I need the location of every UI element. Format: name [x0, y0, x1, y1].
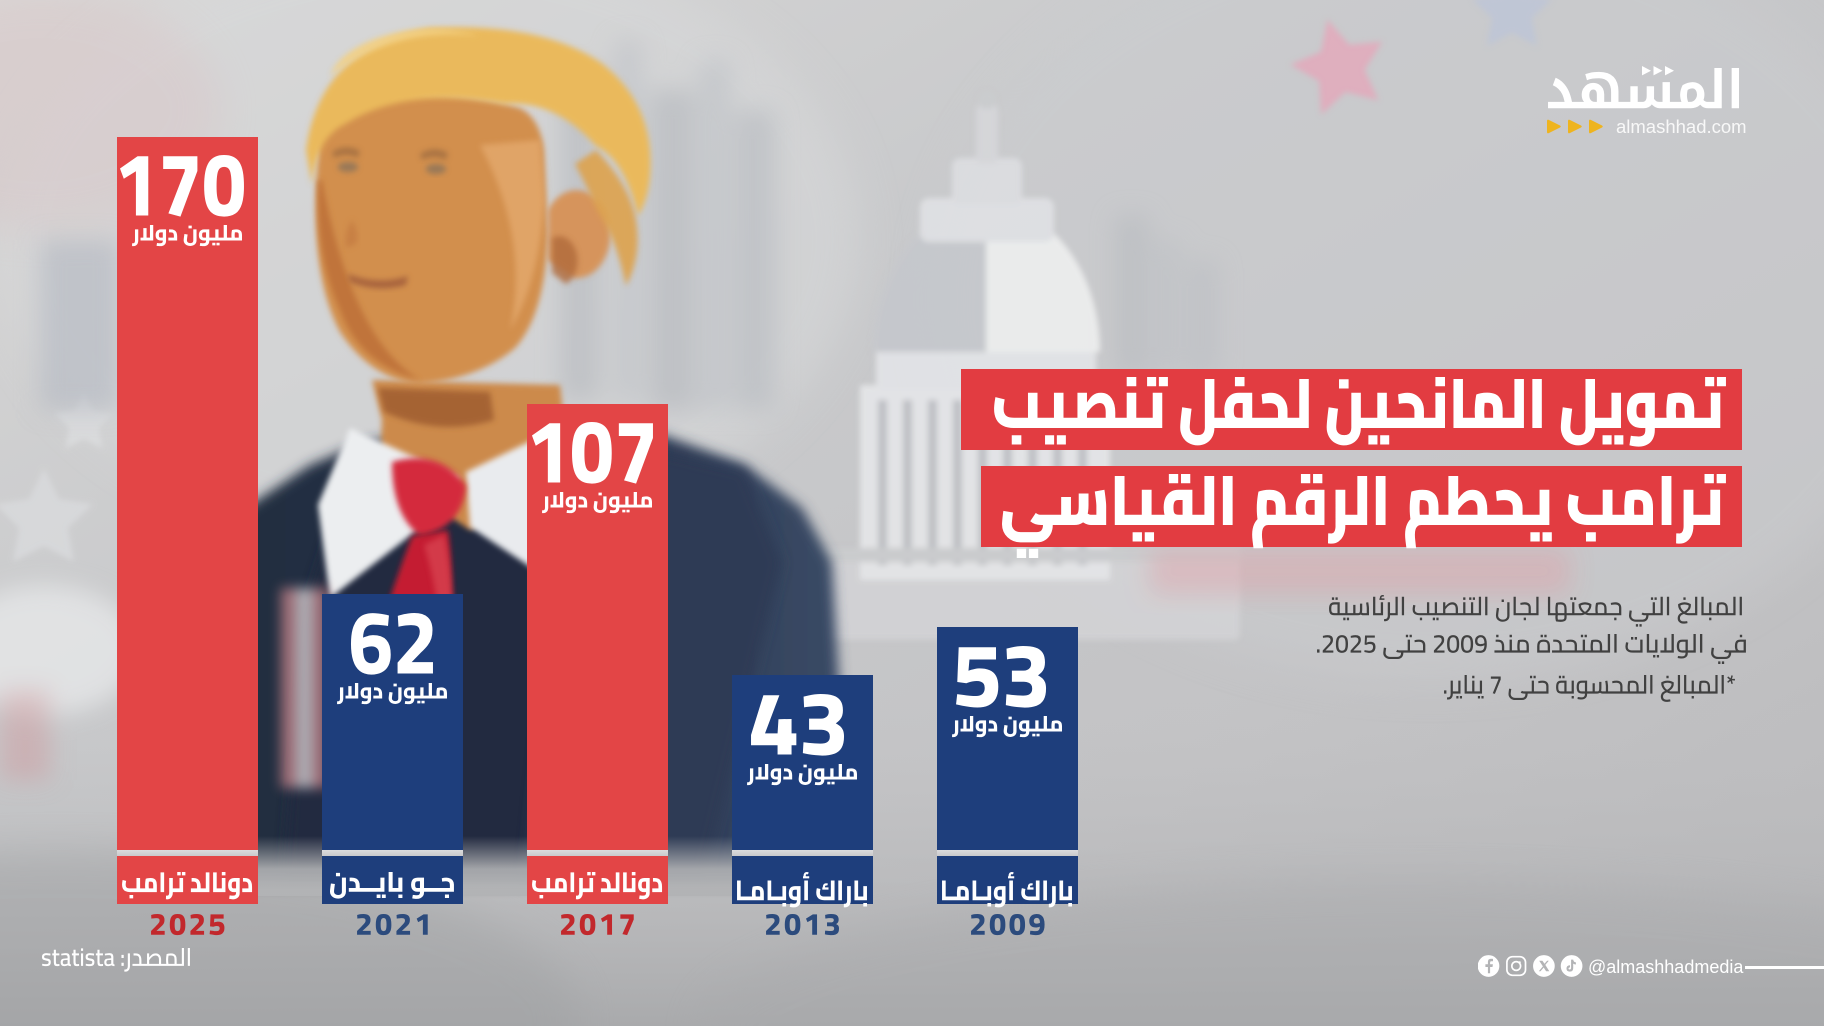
svg-text:almashhad.com: almashhad.com — [1616, 118, 1747, 137]
svg-text:@almashhadmedia: @almashhadmedia — [1588, 957, 1744, 977]
